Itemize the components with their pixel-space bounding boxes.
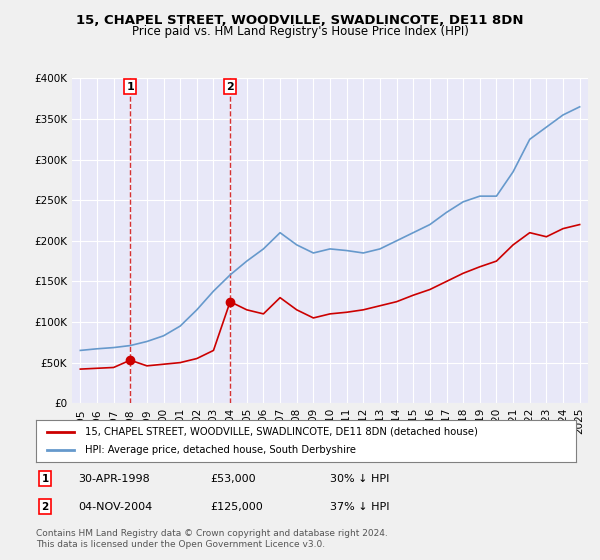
Text: 30-APR-1998: 30-APR-1998: [78, 474, 150, 484]
Text: 15, CHAPEL STREET, WOODVILLE, SWADLINCOTE, DE11 8DN: 15, CHAPEL STREET, WOODVILLE, SWADLINCOT…: [76, 14, 524, 27]
Text: 2: 2: [226, 82, 234, 92]
Text: Contains HM Land Registry data © Crown copyright and database right 2024.
This d: Contains HM Land Registry data © Crown c…: [36, 529, 388, 549]
Text: 1: 1: [41, 474, 49, 484]
Text: 37% ↓ HPI: 37% ↓ HPI: [330, 502, 389, 512]
Text: HPI: Average price, detached house, South Derbyshire: HPI: Average price, detached house, Sout…: [85, 445, 356, 455]
Text: £53,000: £53,000: [210, 474, 256, 484]
Text: £125,000: £125,000: [210, 502, 263, 512]
Text: Price paid vs. HM Land Registry's House Price Index (HPI): Price paid vs. HM Land Registry's House …: [131, 25, 469, 38]
Text: 30% ↓ HPI: 30% ↓ HPI: [330, 474, 389, 484]
Text: 04-NOV-2004: 04-NOV-2004: [78, 502, 152, 512]
Text: 2: 2: [41, 502, 49, 512]
Text: 15, CHAPEL STREET, WOODVILLE, SWADLINCOTE, DE11 8DN (detached house): 15, CHAPEL STREET, WOODVILLE, SWADLINCOT…: [85, 427, 478, 437]
Text: 1: 1: [127, 82, 134, 92]
